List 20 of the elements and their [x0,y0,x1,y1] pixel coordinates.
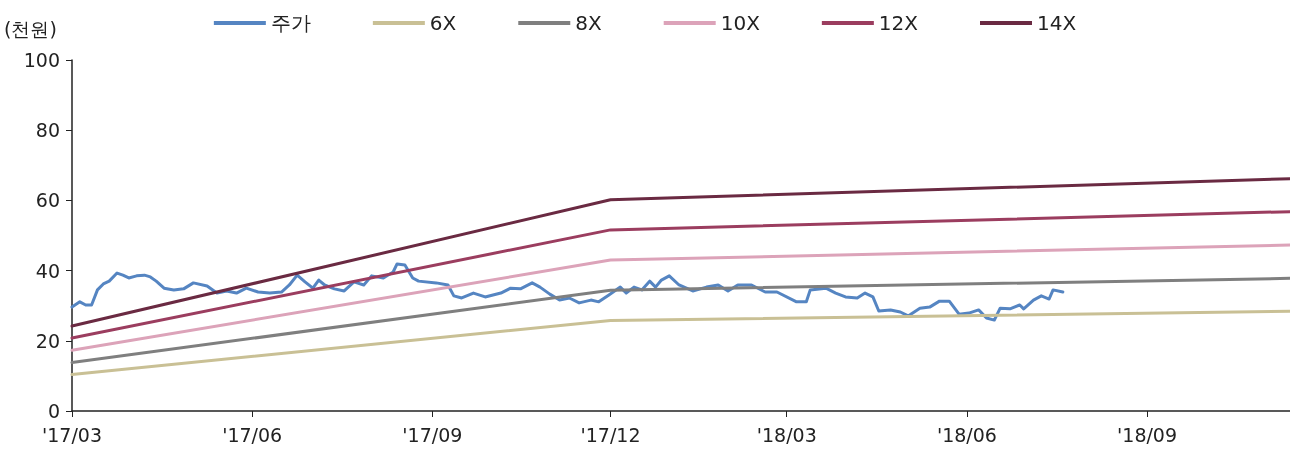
y-tick-label: 40 [35,259,60,282]
legend-label: 12X [878,11,919,35]
legend-label: 10X [720,11,761,35]
y-tick-label: 20 [35,329,60,352]
legend-label: 8X [575,11,602,35]
legend-label: 주가 [270,11,311,35]
x-tick-label: '17/12 [580,423,641,446]
x-tick-label: '18/06 [936,423,997,446]
legend-label: 14X [1037,11,1077,35]
x-tick-label: '17/03 [42,423,102,446]
legend-label: 6X [429,11,457,35]
y-tick-label: 100 [23,49,60,71]
x-tick-label: '17/09 [402,423,463,446]
x-tick-label: '18/03 [756,423,817,446]
y-tick-label: 60 [35,189,60,212]
y-tick-label: 0 [47,400,60,422]
x-tick-label: '17/06 [222,423,283,446]
y-tick-label: 80 [35,119,60,142]
x-tick-label: '18/09 [1117,423,1178,446]
y-axis-title: (천원) [4,17,57,40]
